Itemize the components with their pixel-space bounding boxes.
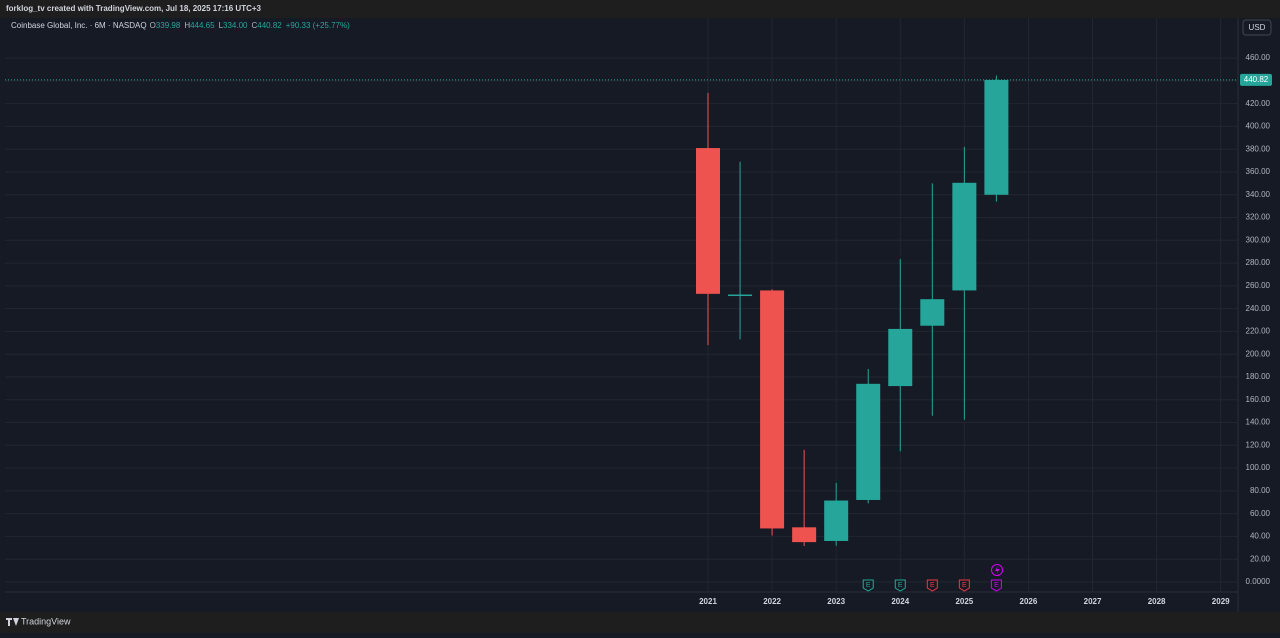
y-tick-label: 420.00	[1246, 99, 1271, 108]
y-tick-label: 40.00	[1250, 532, 1271, 541]
y-tick-label: 200.00	[1246, 349, 1271, 358]
candle-body	[696, 148, 721, 294]
y-tick-label: 120.00	[1246, 440, 1271, 449]
ohlc-value: 444.65	[190, 21, 215, 30]
y-tick-label: 220.00	[1246, 327, 1271, 336]
top-bar	[0, 0, 1280, 18]
event-label: E	[866, 582, 871, 589]
candle-body	[952, 182, 977, 291]
event-marker	[990, 579, 1002, 592]
candle-body	[760, 290, 785, 529]
y-tick-label: 320.00	[1246, 213, 1271, 222]
change: +90.33 (+25.77%)	[286, 21, 350, 30]
event-marker	[894, 579, 906, 592]
y-tick-label: 380.00	[1246, 144, 1271, 153]
event-label: E	[898, 582, 903, 589]
ohlc-value: 334.00	[223, 21, 248, 30]
y-tick-label: 400.00	[1246, 122, 1271, 131]
x-tick-label: 2029	[1212, 597, 1230, 606]
event-marker	[862, 579, 874, 592]
candle-body	[920, 299, 945, 326]
ohlc-key: L	[219, 21, 224, 30]
candle-body	[792, 527, 817, 543]
event-label: E	[962, 582, 967, 589]
y-tick-label: 80.00	[1250, 486, 1271, 495]
candle-body	[856, 383, 881, 500]
ohlc-value: 339.98	[156, 21, 181, 30]
alert-icon	[991, 564, 1003, 576]
brand-name: TradingView	[21, 616, 71, 626]
last-price-tag	[1240, 73, 1272, 86]
event-label: E	[930, 582, 935, 589]
grid	[5, 18, 1238, 592]
y-tick-label: 300.00	[1246, 235, 1271, 244]
candle-body	[984, 79, 1009, 195]
symbol-legend: Coinbase Global, Inc. · 6M · NASDAQ O339.…	[11, 21, 350, 30]
candle-body	[824, 500, 849, 541]
ohlc-key: H	[184, 21, 190, 30]
last-price-label: 440.82	[1244, 75, 1269, 84]
x-tick-label: 2027	[1084, 597, 1102, 606]
event-label: E	[994, 582, 999, 589]
y-tick-label: 0.0000	[1246, 577, 1271, 586]
y-tick-label: 100.00	[1246, 463, 1271, 472]
y-tick-label: 160.00	[1246, 395, 1271, 404]
y-tick-label: 280.00	[1246, 258, 1271, 267]
y-tick-label: 60.00	[1250, 509, 1271, 518]
ohlc-value: 440.82	[257, 21, 282, 30]
x-tick-label: 2021	[699, 597, 717, 606]
x-tick-label: 2023	[827, 597, 845, 606]
symbol: Coinbase Global, Inc. · 6M · NASDAQ	[11, 21, 147, 30]
bottom-bar	[0, 612, 1280, 633]
x-tick-label: 2022	[763, 597, 781, 606]
x-tick-label: 2025	[955, 597, 973, 606]
x-tick-label: 2024	[891, 597, 909, 606]
header-text: forklog_tv created with TradingView.com,…	[6, 4, 262, 13]
y-tick-label: 460.00	[1246, 53, 1271, 62]
ohlc-key: O	[150, 21, 156, 30]
candle-body	[728, 294, 753, 297]
event-marker	[926, 579, 938, 592]
y-tick-label: 260.00	[1246, 281, 1271, 290]
currency-button[interactable]	[1242, 19, 1272, 36]
y-tick-label: 340.00	[1246, 190, 1271, 199]
x-tick-label: 2028	[1148, 597, 1166, 606]
currency-label[interactable]: USD	[1249, 23, 1266, 32]
candle-body	[888, 328, 913, 387]
y-tick-label: 360.00	[1246, 167, 1271, 176]
ohlc-key: C	[251, 21, 257, 30]
y-tick-label: 20.00	[1250, 554, 1271, 563]
y-tick-label: 140.00	[1246, 418, 1271, 427]
y-tick-label: 240.00	[1246, 304, 1271, 313]
y-tick-label: 180.00	[1246, 372, 1271, 381]
brand-logo	[6, 618, 19, 626]
x-tick-label: 2026	[1020, 597, 1038, 606]
event-marker	[958, 579, 970, 592]
